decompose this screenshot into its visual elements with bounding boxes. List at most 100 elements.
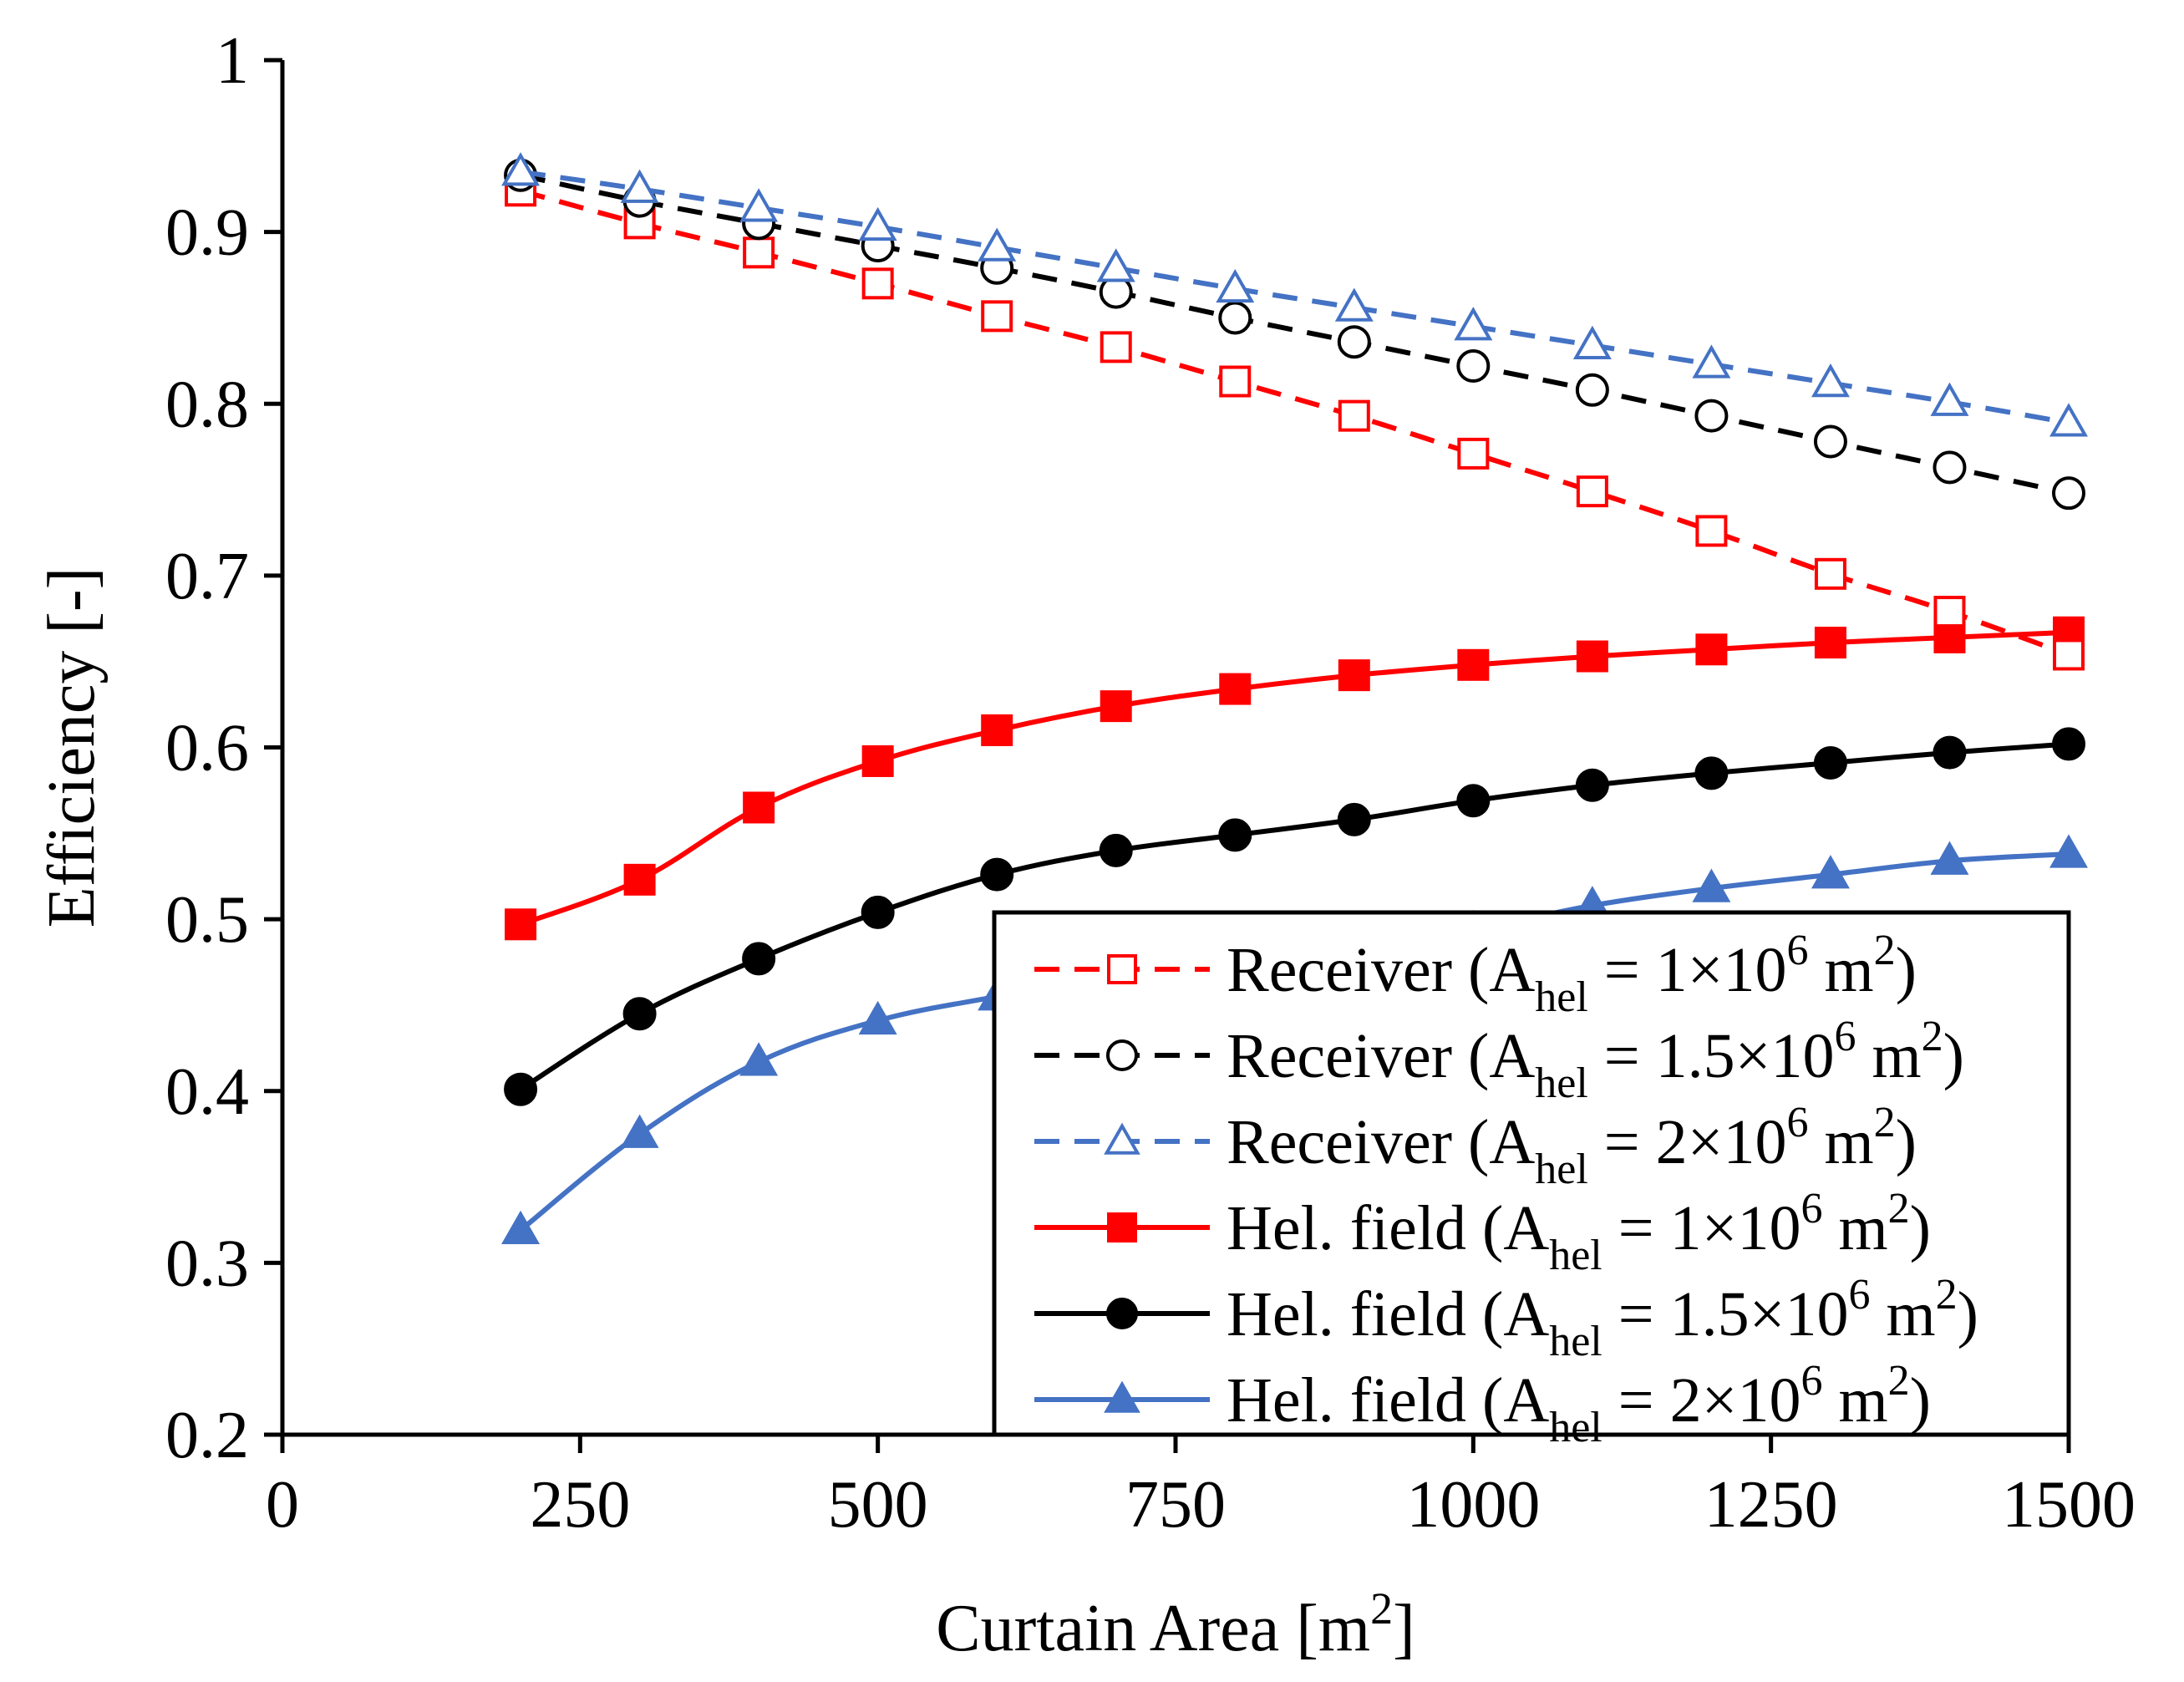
series-4-point-11 xyxy=(1695,633,1728,666)
series-5-point-13 xyxy=(1933,735,1967,770)
legend-label-5-mid: = 1.5×10 xyxy=(1602,1279,1849,1349)
series-1-point-13 xyxy=(1933,596,1966,628)
legend-label-2: Receiver (Ahel = 1.5×106 m2) xyxy=(1227,1013,1964,1107)
series-5-point-7 xyxy=(1218,818,1252,852)
series-4-point-5 xyxy=(981,714,1013,746)
series-2-point-13 xyxy=(1933,450,1967,485)
legend-label-2-sup2: 2 xyxy=(1922,1013,1943,1060)
y-tick-label-2: 0.3 xyxy=(165,1227,249,1300)
x-tick-label-6: 1250 xyxy=(1704,1468,1838,1542)
series-6-point-12 xyxy=(1811,855,1850,889)
y-tick-label-5: 0.6 xyxy=(165,712,249,785)
series-3-point-3 xyxy=(739,188,779,222)
x-axis-title-sup: 2 xyxy=(1370,1583,1393,1634)
series-1-point-3 xyxy=(743,236,775,269)
series-4-point-9 xyxy=(1457,648,1490,681)
series-4-point-8 xyxy=(1338,659,1370,692)
legend-label-1-mid2: m xyxy=(1809,935,1874,1005)
legend-marker-2 xyxy=(1106,1039,1138,1071)
legend-label-6-mid2: m xyxy=(1822,1365,1887,1436)
series-4-point-4 xyxy=(861,744,894,777)
series-6-point-2 xyxy=(620,1114,659,1148)
legend-label-5-sup1: 6 xyxy=(1848,1271,1870,1319)
series-5-point-8 xyxy=(1337,802,1371,836)
legend: Receiver (Ahel = 1×106 m2)Receiver (Ahel… xyxy=(992,910,2071,1451)
legend-label-3-prefix: Receiver (A xyxy=(1227,1107,1535,1177)
legend-label-6-mid: = 2×10 xyxy=(1602,1365,1801,1436)
y-tick-label-1: 0.2 xyxy=(165,1399,249,1472)
legend-label-1-prefix: Receiver (A xyxy=(1227,935,1535,1005)
series-3-point-14 xyxy=(2049,403,2088,437)
series-3-point-4 xyxy=(858,206,897,241)
legend-label-5: Hel. field (Ahel = 1.5×106 m2) xyxy=(1227,1271,1978,1365)
series-1-point-4 xyxy=(861,267,894,300)
legend-label-2-close: ) xyxy=(1943,1021,1964,1091)
series-3-point-12 xyxy=(1811,363,1850,398)
legend-label-4-close: ) xyxy=(1910,1193,1931,1263)
series-5-point-11 xyxy=(1694,756,1729,790)
legend-label-4-sup2: 2 xyxy=(1888,1185,1910,1232)
legend-label-6-sub: hel xyxy=(1549,1404,1602,1451)
x-tick-label-3: 500 xyxy=(828,1468,928,1542)
legend-label-4-sup1: 6 xyxy=(1801,1185,1822,1232)
legend-marker-6 xyxy=(1104,1380,1140,1413)
series-5-point-6 xyxy=(1099,833,1133,867)
legend-label-4-sub: hel xyxy=(1549,1232,1602,1279)
legend-label-6-sup1: 6 xyxy=(1801,1357,1822,1405)
legend-label-5-sup2: 2 xyxy=(1936,1271,1958,1319)
series-6-point-3 xyxy=(739,1042,779,1076)
series-2-point-10 xyxy=(1575,373,1609,407)
x-tick-label-2: 250 xyxy=(530,1468,630,1542)
series-4-point-3 xyxy=(743,791,775,824)
y-axis-title: Efficiency [-] xyxy=(35,567,109,928)
legend-label-3-sub: hel xyxy=(1535,1146,1588,1193)
legend-label-1: Receiver (Ahel = 1×106 m2) xyxy=(1227,927,1917,1021)
series-3-point-7 xyxy=(1216,268,1255,303)
legend-entry-2: Receiver (Ahel = 1.5×106 m2) xyxy=(1034,1013,1964,1107)
series-3-point-6 xyxy=(1096,248,1135,282)
series-2-point-11 xyxy=(1694,399,1729,433)
series-2-point-14 xyxy=(2052,476,2085,511)
y-tick-label-9: 1 xyxy=(216,24,249,98)
legend-label-3: Receiver (Ahel = 2×106 m2) xyxy=(1227,1099,1917,1193)
series-6-point-11 xyxy=(1692,868,1731,902)
legend-label-5-mid2: m xyxy=(1870,1279,1935,1349)
series-5-point-9 xyxy=(1456,784,1491,818)
x-tick-label-1: 0 xyxy=(266,1468,299,1542)
series-1-point-11 xyxy=(1695,515,1728,547)
series-5-point-4 xyxy=(861,895,895,929)
series-2-point-7 xyxy=(1218,301,1252,335)
legend-label-1-sub: hel xyxy=(1535,973,1588,1021)
series-5-point-10 xyxy=(1575,768,1609,802)
y-tick-label-8: 0.9 xyxy=(165,196,249,270)
legend-label-3-mid2: m xyxy=(1809,1107,1874,1177)
legend-entry-6: Hel. field (Ahel = 2×106 m2) xyxy=(1034,1357,1931,1451)
legend-entry-5: Hel. field (Ahel = 1.5×106 m2) xyxy=(1034,1271,1978,1365)
x-axis-title-close: ] xyxy=(1393,1592,1415,1665)
y-tick-label-4: 0.5 xyxy=(165,883,249,957)
legend-marker-1 xyxy=(1107,954,1137,984)
series-6-point-4 xyxy=(858,1000,897,1035)
series-4-point-2 xyxy=(623,863,656,896)
legend-label-1-close: ) xyxy=(1896,935,1917,1005)
legend-label-2-prefix: Receiver (A xyxy=(1227,1021,1535,1091)
legend-label-4-mid2: m xyxy=(1822,1193,1887,1263)
series-1-point-12 xyxy=(1814,557,1846,590)
series-6-point-1 xyxy=(501,1210,541,1244)
series-5-point-14 xyxy=(2052,727,2085,761)
series-3-point-11 xyxy=(1692,344,1731,379)
legend-label-2-mid: = 1.5×10 xyxy=(1588,1021,1835,1091)
series-3 xyxy=(501,152,2088,437)
x-axis-title-main: Curtain Area [m xyxy=(936,1592,1370,1665)
legend-label-1-sup1: 6 xyxy=(1787,927,1809,974)
legend-box xyxy=(992,910,2071,1437)
legend-label-3-mid: = 2×10 xyxy=(1588,1107,1787,1177)
y-tick-label-7: 0.8 xyxy=(165,368,249,441)
legend-marker-4 xyxy=(1107,1212,1137,1242)
series-1-point-5 xyxy=(981,300,1013,333)
legend-entry-1: Receiver (Ahel = 1×106 m2) xyxy=(1034,927,1917,1021)
legend-label-6-prefix: Hel. field (A xyxy=(1227,1365,1549,1436)
series-5-point-2 xyxy=(622,997,657,1031)
legend-label-4-mid: = 1×10 xyxy=(1602,1193,1801,1263)
